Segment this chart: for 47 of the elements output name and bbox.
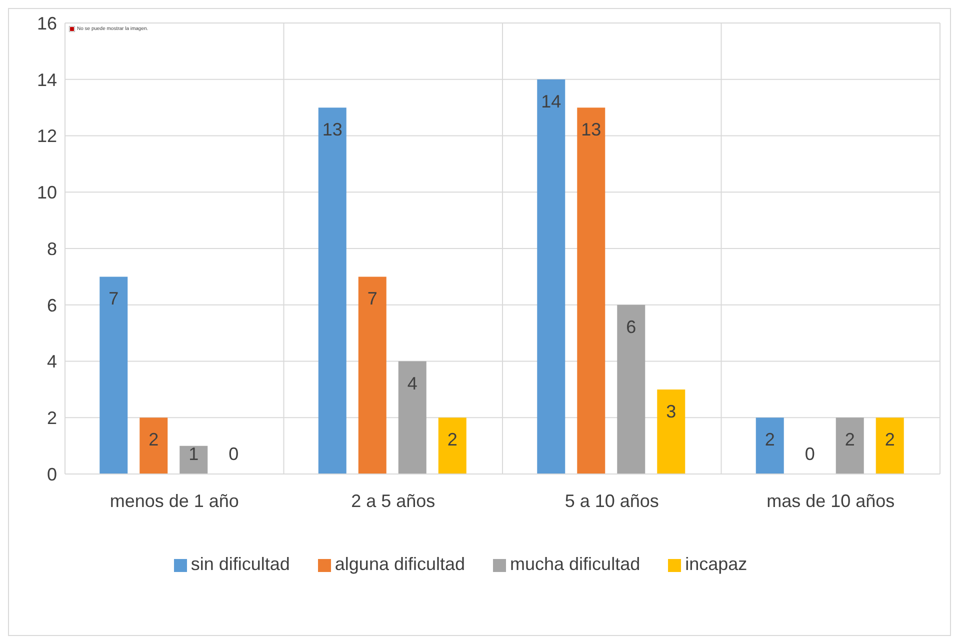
data-label: 7 bbox=[108, 288, 119, 309]
data-label: 4 bbox=[407, 373, 418, 394]
data-label: 14 bbox=[541, 91, 562, 112]
y-tick-label: 6 bbox=[46, 295, 57, 316]
y-tick-label: 10 bbox=[36, 182, 57, 203]
bar bbox=[140, 418, 168, 474]
legend-label: mucha dificultad bbox=[510, 554, 640, 574]
y-tick-label: 0 bbox=[46, 464, 57, 484]
data-label: 0 bbox=[228, 444, 239, 464]
bar bbox=[438, 418, 466, 474]
x-tick-label: menos de 1 año bbox=[110, 490, 239, 511]
bar bbox=[180, 446, 208, 474]
bar bbox=[756, 418, 784, 474]
data-label: 1 bbox=[188, 444, 199, 464]
bar bbox=[398, 361, 426, 474]
x-tick-label: 5 a 10 años bbox=[564, 490, 659, 511]
data-label: 3 bbox=[666, 401, 676, 422]
legend-label: sin dificultad bbox=[190, 554, 290, 574]
bar bbox=[358, 276, 386, 474]
data-label: 13 bbox=[581, 120, 602, 140]
bar bbox=[876, 418, 904, 474]
y-tick-label: 14 bbox=[36, 70, 57, 90]
bar bbox=[537, 79, 566, 474]
data-label: 2 bbox=[884, 430, 895, 450]
y-tick-label: 16 bbox=[36, 13, 57, 34]
x-tick-label: 2 a 5 años bbox=[351, 490, 436, 511]
bar bbox=[318, 108, 346, 474]
y-tick-label: 2 bbox=[46, 408, 57, 428]
data-label: 2 bbox=[844, 430, 855, 450]
data-label: 2 bbox=[148, 430, 159, 450]
data-label: 2 bbox=[447, 430, 458, 450]
data-label: 2 bbox=[764, 430, 775, 450]
data-label: 6 bbox=[626, 316, 636, 337]
legend-label: alguna dificultad bbox=[334, 554, 466, 574]
data-label: 13 bbox=[322, 120, 342, 140]
bar bbox=[577, 108, 606, 474]
bar bbox=[657, 389, 686, 474]
y-tick-label: 12 bbox=[36, 126, 57, 146]
y-tick-label: 4 bbox=[46, 352, 57, 372]
data-label: 0 bbox=[804, 444, 815, 464]
y-tick-label: 8 bbox=[46, 238, 57, 259]
x-tick-label: mas de 10 años bbox=[766, 490, 895, 511]
legend-label: incapaz bbox=[685, 554, 748, 574]
bar bbox=[617, 304, 646, 474]
bar bbox=[836, 418, 864, 474]
data-label: 7 bbox=[367, 288, 378, 309]
bar bbox=[100, 276, 128, 474]
